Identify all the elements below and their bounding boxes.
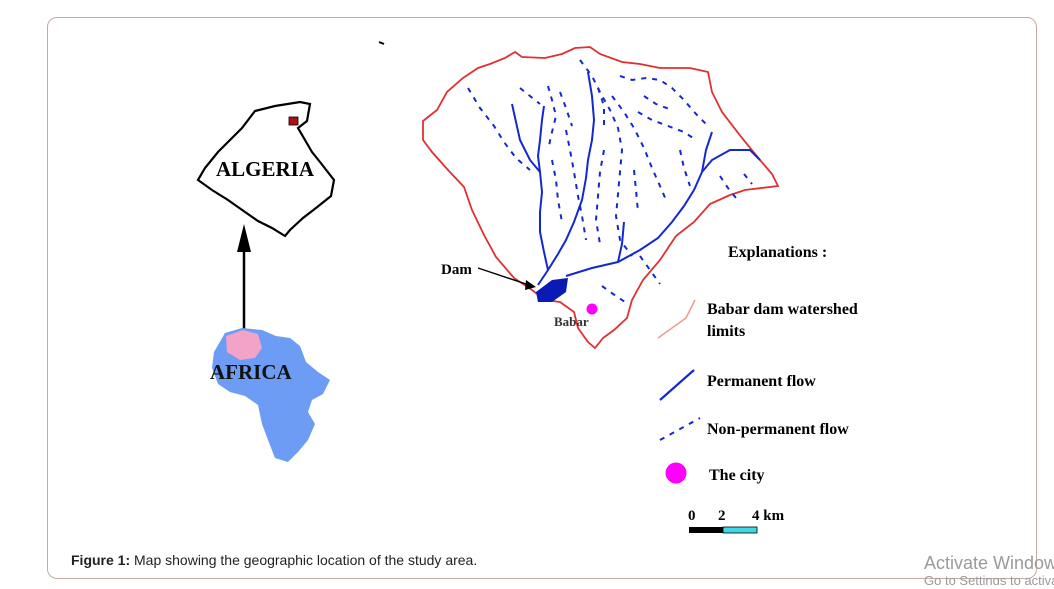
scale-bar-cyan	[722, 526, 758, 534]
arrow-head	[237, 224, 251, 252]
legend-non-permanent-label: Non-permanent flow	[707, 421, 849, 438]
algeria-outline	[196, 100, 336, 238]
legend-city-label: The city	[709, 467, 765, 484]
permanent-flow-network	[511, 71, 761, 286]
scale-tick-4km: 4 km	[752, 508, 785, 524]
africa-label: AFRICA	[210, 360, 292, 384]
scale-bar-black	[689, 527, 723, 533]
caption-prefix: Figure 1:	[71, 552, 131, 568]
dam-pointer-head	[525, 280, 536, 290]
scale-tick-0: 0	[688, 508, 696, 524]
dam-pointer	[477, 267, 533, 287]
africa-shape	[212, 328, 330, 462]
legend-city-symbol	[665, 462, 687, 484]
dam-reservoir	[536, 278, 568, 302]
algeria-label: ALGERIA	[216, 157, 315, 181]
legend-watershed-symbol	[657, 299, 696, 339]
study-area-marker	[288, 116, 299, 126]
dam-label: Dam	[441, 262, 472, 278]
legend-watershed-label-2: limits	[707, 323, 745, 340]
legend-non-permanent-symbol	[659, 417, 701, 441]
map-legend: Explanations : Babar dam watershed limit…	[657, 244, 858, 534]
watermark-line-1: Activate Windows	[924, 553, 1054, 573]
babar-city-marker	[586, 303, 598, 315]
watershed-boundary	[422, 46, 780, 350]
algeria-on-africa	[226, 330, 262, 360]
non-permanent-flow-network	[467, 59, 753, 305]
watermark-line-2: Go to Settings to activate Windows.	[924, 574, 1054, 585]
activation-watermark: Activate Windows Go to Settings to activ…	[924, 552, 1054, 585]
legend-watershed-label-1: Babar dam watershed	[707, 301, 858, 318]
city-label: Babar	[554, 314, 589, 329]
scale-tick-2: 2	[718, 508, 726, 524]
figure-caption: Figure 1: Map showing the geographic loc…	[71, 552, 477, 568]
legend-permanent-symbol	[659, 369, 695, 401]
caption-text: Map showing the geographic location of t…	[130, 552, 478, 568]
stray-mark	[378, 41, 385, 45]
legend-title: Explanations :	[728, 244, 827, 261]
legend-permanent-label: Permanent flow	[707, 373, 816, 390]
